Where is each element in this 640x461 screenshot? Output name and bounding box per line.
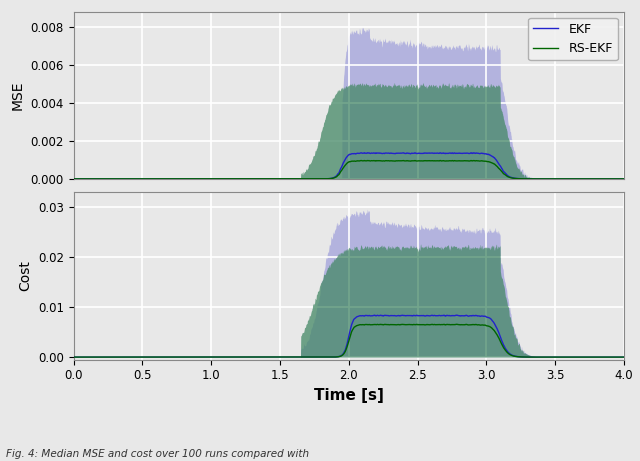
RS-EKF bbox=[604, 176, 612, 182]
X-axis label: Time [s]: Time [s] bbox=[314, 388, 384, 403]
RS-EKF bbox=[360, 158, 368, 163]
EKF bbox=[70, 176, 77, 182]
Y-axis label: Cost: Cost bbox=[19, 260, 33, 291]
EKF bbox=[604, 176, 612, 182]
RS-EKF bbox=[70, 176, 77, 182]
RS-EKF bbox=[98, 176, 106, 182]
RS-EKF bbox=[337, 168, 345, 174]
EKF bbox=[620, 176, 628, 182]
RS-EKF bbox=[620, 176, 628, 182]
Text: Fig. 4: Median MSE and cost over 100 runs compared with: Fig. 4: Median MSE and cost over 100 run… bbox=[6, 449, 310, 459]
Y-axis label: MSE: MSE bbox=[11, 80, 25, 110]
RS-EKF bbox=[504, 174, 511, 179]
EKF bbox=[337, 165, 345, 171]
EKF bbox=[360, 150, 368, 155]
RS-EKF bbox=[323, 176, 330, 182]
EKF bbox=[504, 172, 511, 178]
Legend: EKF, RS-EKF: EKF, RS-EKF bbox=[529, 18, 618, 60]
EKF bbox=[98, 176, 106, 182]
RS-EKF bbox=[604, 176, 612, 182]
Line: RS-EKF: RS-EKF bbox=[74, 160, 624, 179]
EKF bbox=[604, 176, 612, 182]
EKF bbox=[323, 176, 330, 182]
Line: EKF: EKF bbox=[74, 153, 624, 179]
